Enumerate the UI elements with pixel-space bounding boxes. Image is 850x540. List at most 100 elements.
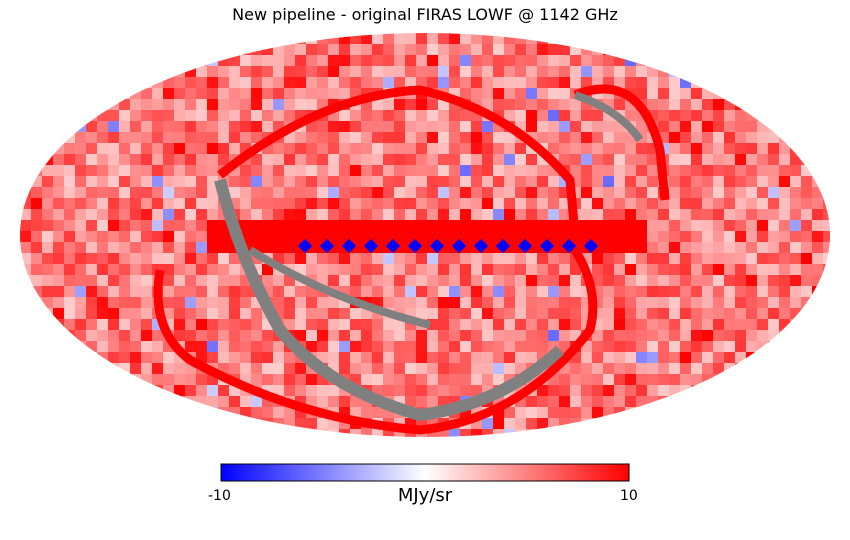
map-pixel [603,242,615,254]
map-pixel [680,165,692,177]
map-pixel [581,220,593,232]
map-pixel [669,110,681,122]
map-pixel [614,99,626,111]
map-pixel [119,275,131,287]
map-pixel [449,396,461,408]
map-pixel [262,264,274,276]
map-pixel [152,374,164,386]
map-pixel [493,253,505,265]
map-pixel [185,220,197,232]
map-pixel [669,209,681,221]
map-pixel [603,209,615,221]
map-pixel [229,110,241,122]
map-pixel [680,231,692,243]
map-pixel [482,209,494,221]
map-pixel [471,33,483,45]
map-pixel [361,143,373,155]
map-pixel [361,110,373,122]
map-pixel [75,264,87,276]
map-pixel [163,275,175,287]
map-pixel [823,242,830,254]
map-pixel [526,242,538,254]
map-pixel [702,198,714,210]
map-pixel [493,264,505,276]
map-pixel [119,209,131,221]
map-pixel [768,297,780,309]
map-pixel [559,55,571,67]
map-pixel [141,253,153,265]
map-pixel [53,132,65,144]
map-pixel [702,231,714,243]
map-pixel [493,55,505,67]
map-pixel [427,231,439,243]
map-pixel [438,396,450,408]
map-pixel [702,374,714,386]
map-title: New pipeline - original FIRAS LOWF @ 114… [232,5,618,24]
map-pixel [328,275,340,287]
map-pixel [163,110,175,122]
map-pixel [504,242,516,254]
map-pixel [306,132,318,144]
map-pixel [361,165,373,177]
map-pixel [350,341,362,353]
map-pixel [526,209,538,221]
map-pixel [361,352,373,364]
map-pixel [526,33,538,45]
map-pixel [53,308,65,320]
map-pixel [482,341,494,353]
map-pixel [86,154,98,166]
map-pixel [427,330,439,342]
map-pixel [86,264,98,276]
map-pixel [812,286,824,298]
map-pixel [548,220,560,232]
map-pixel [86,99,98,111]
map-pixel [185,110,197,122]
map-pixel [306,209,318,221]
map-pixel [724,121,736,133]
map-pixel [614,242,626,254]
map-pixel [603,286,615,298]
map-pixel [570,66,582,78]
map-pixel [108,165,120,177]
map-pixel [119,385,131,397]
map-pixel [515,77,527,89]
map-pixel [515,66,527,78]
map-pixel [757,209,769,221]
map-pixel [493,198,505,210]
map-pixel [669,363,681,375]
map-pixel [405,154,417,166]
map-pixel [801,308,813,320]
map-pixel [537,176,549,188]
map-pixel [196,341,208,353]
map-pixel [295,176,307,188]
map-pixel [130,209,142,221]
map-pixel [295,143,307,155]
map-pixel [273,154,285,166]
map-pixel [86,319,98,331]
map-pixel [64,176,76,188]
map-pixel [174,308,186,320]
map-pixel [526,297,538,309]
map-pixel [97,319,109,331]
map-pixel [603,319,615,331]
map-pixel [493,220,505,232]
map-pixel [702,77,714,89]
map-pixel [713,341,725,353]
map-pixel [779,220,791,232]
map-pixel [141,297,153,309]
map-pixel [449,319,461,331]
map-pixel [130,374,142,386]
map-pixel [790,121,802,133]
map-pixel [680,187,692,199]
map-pixel [251,132,263,144]
map-pixel [284,374,296,386]
map-pixel [405,308,417,320]
map-pixel [625,341,637,353]
map-pixel [812,198,824,210]
map-pixel [746,264,758,276]
map-pixel [20,242,32,254]
map-pixel [526,165,538,177]
map-pixel [724,275,736,287]
map-pixel [427,55,439,67]
map-pixel [306,264,318,276]
